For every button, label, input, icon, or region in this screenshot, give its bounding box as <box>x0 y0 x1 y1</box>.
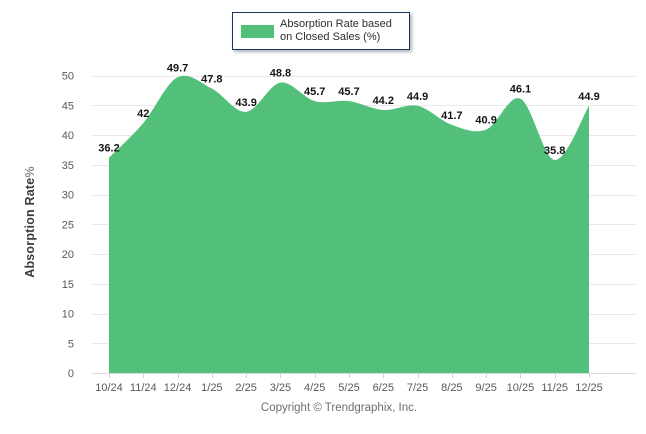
legend-swatch <box>241 24 274 38</box>
data-label: 45.7 <box>304 86 325 98</box>
y-axis-tick-label: 35 <box>62 160 74 172</box>
data-label: 36.2 <box>98 143 119 155</box>
legend: Absorption Rate based on Closed Sales (%… <box>232 12 410 50</box>
x-axis-tick-label: 1/25 <box>201 382 222 394</box>
data-label: 44.2 <box>373 95 394 107</box>
data-label: 47.8 <box>201 74 222 86</box>
y-axis-tick-label: 15 <box>62 279 74 291</box>
y-axis-tick-label: 30 <box>62 190 74 202</box>
data-label: 41.7 <box>441 110 462 122</box>
y-axis-tick-label: 25 <box>62 219 74 231</box>
x-axis-tick-label: 11/25 <box>541 382 568 394</box>
y-axis-tick-label: 20 <box>62 249 74 261</box>
y-axis-tick-label: 0 <box>68 368 74 380</box>
x-axis-tick-label: 8/25 <box>441 382 462 394</box>
copyright: Copyright © Trendgraphix, Inc. <box>260 402 418 414</box>
x-axis-tick-label: 12/24 <box>164 382 192 394</box>
data-label: 40.9 <box>475 115 496 127</box>
data-label: 49.7 <box>167 62 188 74</box>
y-axis-tick-label: 10 <box>62 309 74 321</box>
data-label: 43.9 <box>235 97 256 109</box>
x-axis-tick-label: 7/25 <box>407 382 428 394</box>
data-label: 44.9 <box>578 91 599 103</box>
y-axis-title-unit: % <box>23 166 37 178</box>
x-axis-tick-label: 2/25 <box>235 382 256 394</box>
y-axis-title-text: Absorption Rate <box>23 177 37 278</box>
y-axis-tick-label: 40 <box>62 130 74 142</box>
x-axis-tick-label: 5/25 <box>338 382 359 394</box>
data-label: 44.9 <box>407 91 428 103</box>
x-axis-tick-label: 4/25 <box>304 382 325 394</box>
y-axis-title: Absorption Rate% <box>23 166 37 278</box>
data-label: 35.8 <box>544 145 565 157</box>
x-axis-tick-label: 10/25 <box>507 382 535 394</box>
legend-label: Absorption Rate based on Closed Sales (%… <box>280 18 392 43</box>
x-axis-tick-label: 3/25 <box>270 382 291 394</box>
data-label: 42 <box>137 108 149 120</box>
y-axis-tick-label: 5 <box>68 338 74 350</box>
x-axis-tick-label: 9/25 <box>475 382 496 394</box>
x-axis-tick-label: 12/25 <box>575 382 603 394</box>
x-axis-tick-label: 6/25 <box>373 382 394 394</box>
data-label: 48.8 <box>270 68 291 80</box>
x-axis-tick-label: 11/24 <box>130 382 157 394</box>
data-label: 46.1 <box>510 84 531 96</box>
y-axis-tick-label: 50 <box>62 71 74 83</box>
x-axis-tick-label: 10/24 <box>95 382 123 394</box>
data-label: 45.7 <box>338 86 359 98</box>
area-series <box>109 75 589 374</box>
y-axis-tick-label: 45 <box>62 100 74 112</box>
